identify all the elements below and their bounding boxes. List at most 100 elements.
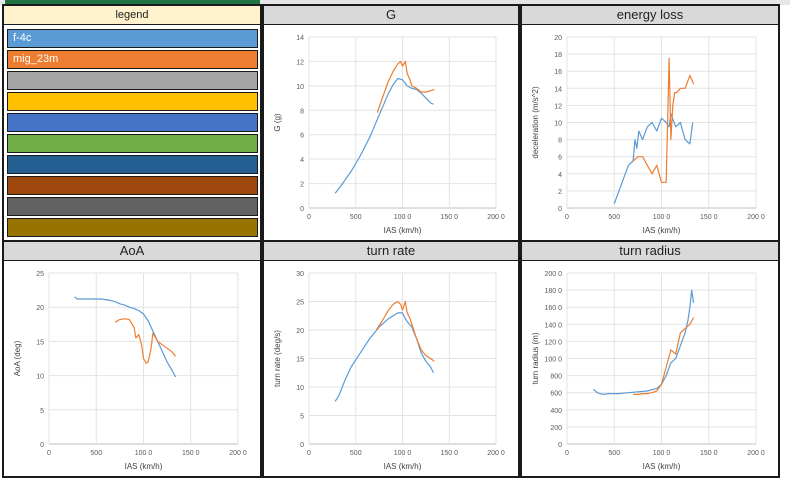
y-tick-label: 2 <box>558 189 562 196</box>
y-tick-label: 20 <box>36 305 44 312</box>
x-tick-label: 150 0 <box>700 450 718 457</box>
y-tick-label: 0 <box>558 442 562 449</box>
legend-item <box>7 155 258 174</box>
y-tick-label: 5 <box>300 414 304 421</box>
x-axis-label: IAS (km/h) <box>384 226 422 235</box>
y-tick-label: 10 <box>296 84 304 91</box>
y-tick-label: 12 <box>554 103 562 110</box>
y-tick-label: 15 <box>36 339 44 346</box>
y-tick-label: 600 <box>550 391 562 398</box>
series-line-f-4c <box>613 113 694 204</box>
x-axis-label: IAS (km/h) <box>643 226 681 235</box>
x-tick-label: 500 <box>608 450 620 457</box>
y-axis-label: AoA (deg) <box>13 340 22 376</box>
y-tick-label: 14 <box>296 35 304 42</box>
x-tick-label: 200 0 <box>747 450 765 457</box>
chart-panel-aoa[interactable]: AoA 0 5 10 15 20 25 0 500 100 0 150 0 200 0 IAS (km… <box>2 240 262 478</box>
toolbar-strip <box>0 0 790 5</box>
y-tick-label: 120 0 <box>544 339 562 346</box>
y-tick-label: 25 <box>36 271 44 278</box>
y-tick-label: 12 <box>296 59 304 66</box>
x-tick-label: 100 0 <box>394 214 412 221</box>
x-tick-label: 0 <box>565 214 569 221</box>
y-tick-label: 8 <box>300 108 304 115</box>
x-tick-label: 100 0 <box>653 214 671 221</box>
y-tick-label: 20 <box>296 328 304 335</box>
x-axis-label: IAS (km/h) <box>643 462 681 471</box>
y-tick-label: 30 <box>296 271 304 278</box>
selected-sheet-indicator <box>5 0 260 4</box>
x-tick-label: 150 0 <box>700 214 718 221</box>
series-line-mig-23m <box>632 57 695 183</box>
y-tick-label: 20 <box>554 35 562 42</box>
legend-item <box>7 92 258 111</box>
x-tick-label: 500 <box>608 214 620 221</box>
y-axis-label: G (g) <box>273 113 282 132</box>
x-tick-label: 0 <box>307 214 311 221</box>
y-tick-label: 140 0 <box>544 322 562 329</box>
x-tick-label: 100 0 <box>135 450 153 457</box>
y-tick-label: 5 <box>40 408 44 415</box>
chart-panel-turn-radius[interactable]: turn radius 0 200 400 600 800 100 0 120 0 140 0… <box>520 240 780 478</box>
y-axis-label: turn rate (deg/s) <box>273 330 282 387</box>
legend-title: legend <box>4 6 260 25</box>
x-tick-label: 150 0 <box>440 450 458 457</box>
x-tick-label: 200 0 <box>487 214 505 221</box>
aoa-chart: 0 5 10 15 20 25 0 500 100 0 150 0 200 0 IAS (km/h) A… <box>13 271 247 471</box>
y-tick-label: 18 <box>554 52 562 59</box>
legend-item <box>7 176 258 195</box>
y-tick-label: 0 <box>300 442 304 449</box>
y-tick-label: 10 <box>554 121 562 128</box>
x-tick-label: 0 <box>307 450 311 457</box>
chart-title: AoA <box>4 242 260 261</box>
y-tick-label: 0 <box>558 206 562 213</box>
y-tick-label: 100 0 <box>544 357 562 364</box>
chart-panel-energy-loss[interactable]: energy loss 0 2 4 6 8 10 12 14 16 18 20 0 500 100 0 15… <box>520 4 780 242</box>
y-tick-label: 4 <box>558 172 562 179</box>
chart-title: turn radius <box>522 242 778 261</box>
chart-panel-turn-rate[interactable]: turn rate 0 5 10 15 20 25 30 0 500 100 0 150 0 200 … <box>262 240 520 478</box>
y-tick-label: 14 <box>554 86 562 93</box>
y-tick-label: 200 0 <box>544 271 562 278</box>
y-tick-label: 16 <box>554 69 562 76</box>
chart-panel-g[interactable]: G 0 2 4 6 8 10 12 14 0 500 100 0 150 0 200 0 IAS (km/… <box>262 4 520 242</box>
legend-item: f-4c <box>7 29 258 48</box>
legend-item <box>7 134 258 153</box>
y-tick-label: 10 <box>296 385 304 392</box>
x-tick-label: 200 0 <box>487 450 505 457</box>
y-tick-label: 10 <box>36 374 44 381</box>
y-tick-label: 15 <box>296 357 304 364</box>
chart-title: energy loss <box>522 6 778 25</box>
series-line-f-4c <box>74 296 177 378</box>
x-tick-label: 150 0 <box>440 214 458 221</box>
x-tick-label: 100 0 <box>653 450 671 457</box>
x-axis-label: IAS (km/h) <box>384 462 422 471</box>
x-tick-label: 500 <box>350 450 362 457</box>
y-tick-label: 4 <box>300 157 304 164</box>
y-tick-label: 0 <box>300 206 304 213</box>
g-chart: 0 2 4 6 8 10 12 14 0 500 100 0 150 0 200 0 IAS (km/h)… <box>273 35 505 235</box>
legend-item: mig_23m <box>7 50 258 69</box>
x-tick-label: 200 0 <box>747 214 765 221</box>
y-tick-label: 6 <box>558 155 562 162</box>
x-tick-label: 500 <box>90 450 102 457</box>
x-tick-label: 0 <box>47 450 51 457</box>
turn-radius-chart: 0 200 400 600 800 100 0 120 0 140 0 160 0 180 0 20… <box>531 271 765 471</box>
x-tick-label: 200 0 <box>229 450 247 457</box>
legend-panel: legend f-4c mig_23m <box>2 4 262 242</box>
y-axis-label: turn radius (m) <box>531 332 540 384</box>
y-tick-label: 0 <box>40 442 44 449</box>
legend-item <box>7 218 258 237</box>
y-tick-label: 400 <box>550 408 562 415</box>
chart-title: G <box>264 6 518 25</box>
y-tick-label: 8 <box>558 138 562 145</box>
y-tick-label: 180 0 <box>544 288 562 295</box>
series-line-mig-23m <box>375 300 435 362</box>
y-tick-label: 200 <box>550 425 562 432</box>
x-tick-label: 100 0 <box>394 450 412 457</box>
x-axis-label: IAS (km/h) <box>125 462 163 471</box>
chart-title: turn rate <box>264 242 518 261</box>
y-tick-label: 800 <box>550 374 562 381</box>
legend-item <box>7 113 258 132</box>
y-tick-label: 2 <box>300 182 304 189</box>
